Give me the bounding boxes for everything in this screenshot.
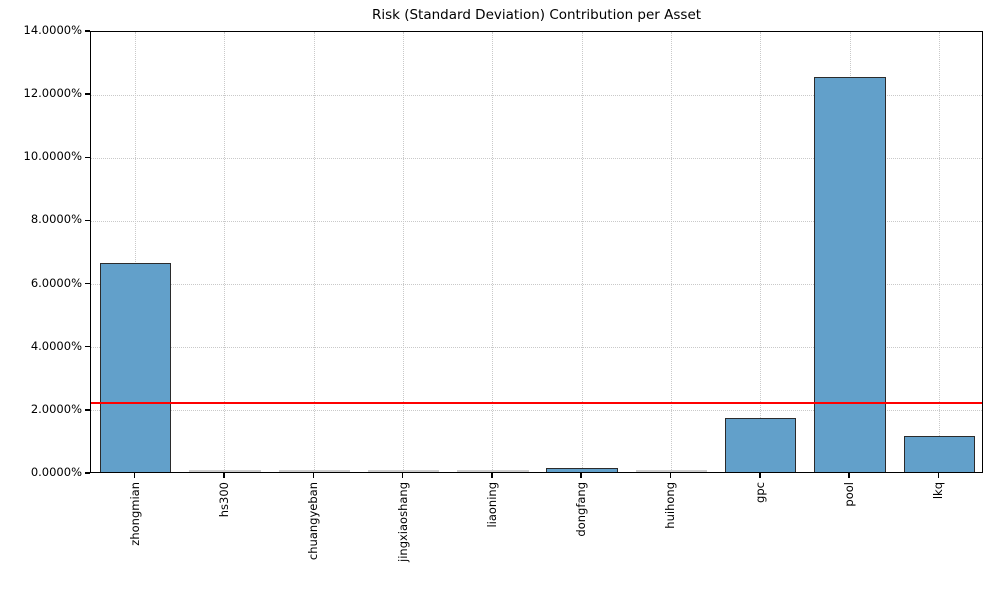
y-tick-mark (85, 472, 90, 474)
x-gridline (313, 32, 315, 472)
x-tick-label: huihong (658, 482, 682, 529)
x-gridline (581, 32, 583, 472)
y-tick-mark (85, 345, 90, 348)
y-tick-mark (85, 409, 90, 411)
bar-liaoning (457, 470, 529, 472)
y-gridline (91, 157, 982, 159)
x-tick-mark (491, 473, 493, 478)
x-tick-mark (401, 473, 404, 478)
bar-pool (814, 77, 886, 472)
y-gridline (91, 94, 982, 96)
x-gridline (938, 32, 940, 472)
x-tick-mark (312, 473, 314, 478)
x-tick-label-text: lkq (931, 482, 946, 500)
plot-area (90, 31, 983, 473)
y-gridline (91, 220, 982, 222)
y-tick-label: 14.0000% (23, 23, 82, 37)
x-tick-mark (759, 473, 761, 478)
x-tick-label: liaoning (480, 482, 504, 528)
y-gridline (91, 347, 982, 349)
x-tick-mark (669, 473, 672, 478)
bar-gpc (725, 418, 797, 472)
x-tick-label-text: huihong (663, 482, 678, 529)
x-tick-mark (223, 473, 225, 478)
y-tick-label: 8.0000% (30, 212, 82, 227)
y-gridline (91, 410, 982, 412)
x-tick-mark (133, 473, 136, 478)
x-tick-mark (937, 473, 940, 478)
x-tick-label: hs300 (212, 482, 236, 517)
y-tick-label: 10.0000% (23, 149, 82, 164)
x-tick-label-text: jingxiaoshang (395, 482, 410, 562)
x-gridline (492, 32, 494, 472)
x-tick-label: gpc (748, 482, 772, 503)
bar-jingxiaoshang (367, 470, 440, 472)
x-tick-mark (580, 473, 582, 478)
x-tick-label-text: pool (842, 482, 857, 507)
x-tick-label-text: hs300 (216, 482, 231, 518)
x-tick-label-text: gpc (752, 482, 767, 503)
bar-lkq (903, 435, 976, 472)
y-tick-label: 4.0000% (30, 338, 82, 353)
bar-huihong (635, 470, 708, 472)
y-gridline (91, 284, 982, 286)
y-tick-mark (85, 30, 90, 32)
y-tick-mark (85, 156, 90, 159)
y-tick-label: 12.0000% (23, 86, 82, 101)
x-gridline (224, 32, 226, 472)
chart-title: Risk (Standard Deviation) Contribution p… (371, 7, 702, 23)
x-tick-label-text: dongfang (574, 482, 589, 537)
x-gridline (760, 32, 762, 472)
x-tick-label-text: zhongmian (127, 482, 142, 546)
y-tick-label: 0.0000% (30, 465, 82, 479)
y-tick-mark (85, 282, 90, 285)
x-gridline (670, 32, 672, 472)
x-tick-label: pool (837, 482, 861, 507)
x-tick-label: dongfang (569, 482, 593, 537)
x-tick-label-text: chuangyeban (306, 482, 321, 561)
x-tick-label: zhongmian (123, 482, 147, 546)
x-tick-label: chuangyeban (301, 482, 325, 560)
bar-chuangyeban (278, 470, 350, 472)
y-tick-mark (85, 219, 90, 222)
bar-dongfang (546, 468, 618, 472)
bar-hs300 (189, 470, 261, 472)
x-gridline (135, 32, 137, 472)
threshold-line (91, 401, 982, 404)
y-tick-label: 2.0000% (30, 401, 82, 416)
y-tick-label: 6.0000% (30, 275, 82, 290)
x-tick-label-text: liaoning (484, 482, 499, 528)
bar-zhongmian (99, 263, 172, 472)
x-tick-mark (848, 473, 850, 478)
x-tick-label: jingxiaoshang (391, 482, 415, 562)
x-tick-label: lkq (926, 482, 950, 499)
x-gridline (403, 32, 405, 472)
y-tick-mark (85, 93, 90, 95)
